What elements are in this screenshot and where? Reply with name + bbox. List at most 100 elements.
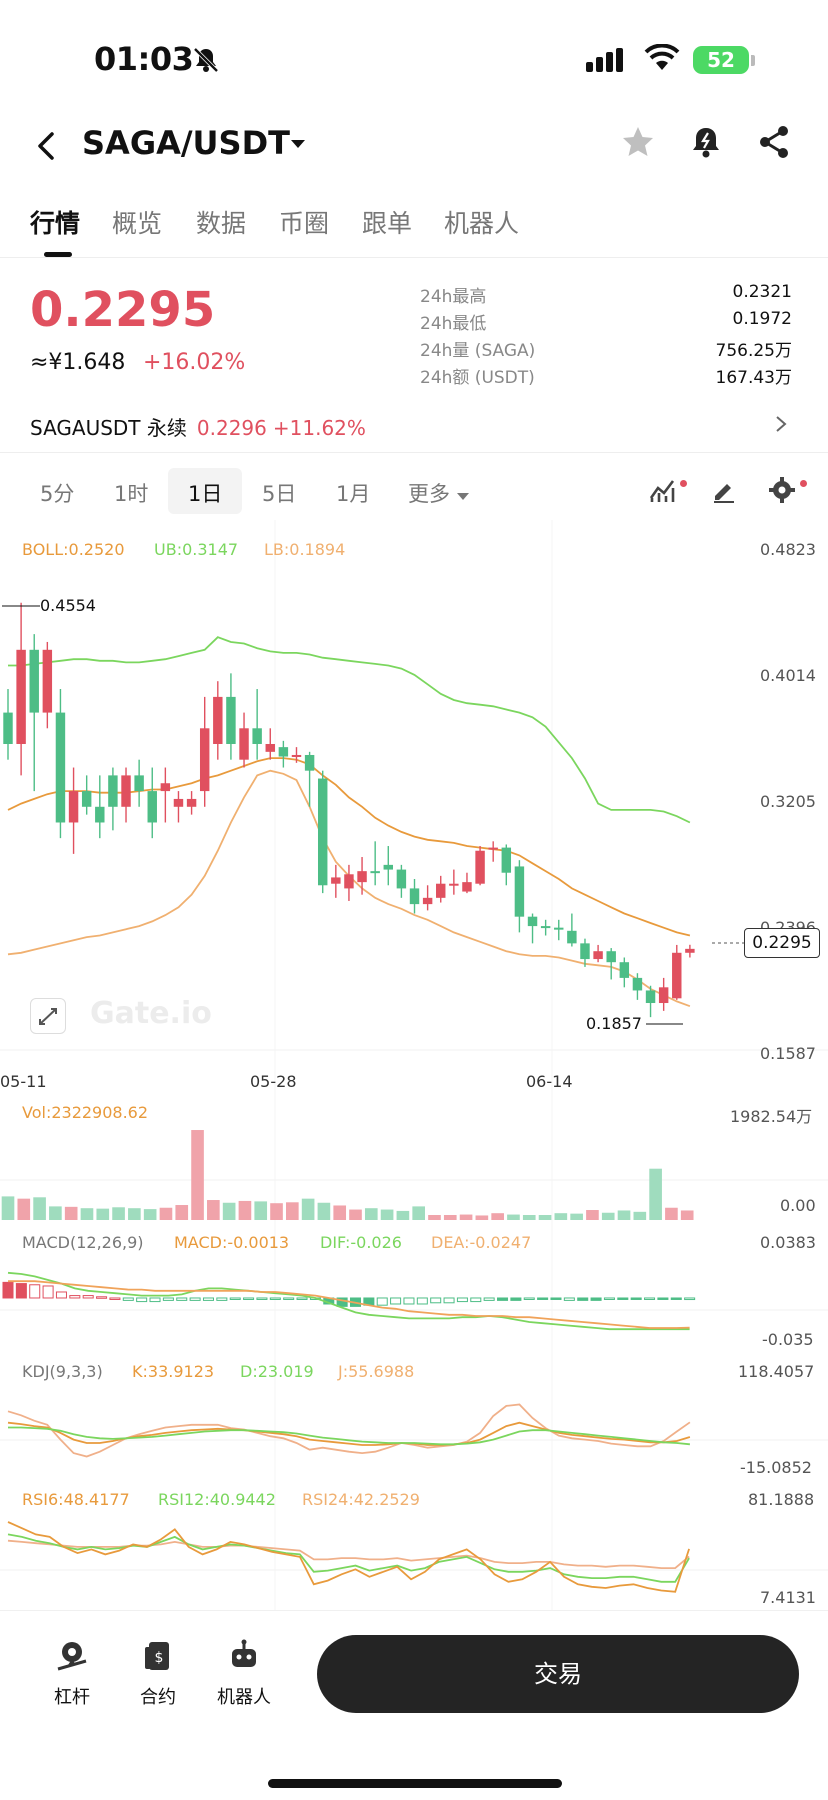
candle-body <box>672 952 682 999</box>
candle-body <box>449 883 459 886</box>
bot-button[interactable]: 机器人 <box>204 1639 284 1709</box>
candle-body <box>370 871 380 874</box>
volume-bar <box>364 1208 378 1220</box>
trade-button[interactable]: 交易 <box>317 1635 799 1713</box>
futures-icon: $ <box>145 1642 169 1670</box>
settings-gear-icon[interactable] <box>768 476 796 504</box>
candle-body <box>593 951 603 960</box>
boll-ub-label: UB:0.3147 <box>154 540 239 559</box>
bottom-action-bar: 杠杆 $ 合约 机器人 交易 <box>0 1610 828 1800</box>
back-icon[interactable] <box>28 126 68 166</box>
interval-1h[interactable]: 1时 <box>114 482 149 506</box>
tab-market[interactable]: 行情 <box>30 209 81 238</box>
candle-body <box>199 728 210 792</box>
tab-data[interactable]: 数据 <box>196 209 247 238</box>
volume-bar <box>522 1215 536 1220</box>
candle-body <box>462 882 472 892</box>
boll-lb-label: LB:0.1894 <box>264 540 346 559</box>
macd-histogram-bar <box>29 1284 41 1299</box>
price-alert-icon[interactable] <box>689 124 723 160</box>
perpetual-price: 0.2296 <box>196 416 267 440</box>
candle-body <box>514 866 525 917</box>
interval-1mo[interactable]: 1月 <box>336 482 371 506</box>
volume-bar <box>17 1198 31 1220</box>
macd-histogram-bar <box>390 1297 402 1305</box>
candle-body <box>344 874 354 889</box>
candle-body <box>580 943 590 960</box>
interval-more[interactable]: 更多 <box>408 478 469 508</box>
volume-bar <box>570 1213 583 1220</box>
share-icon[interactable] <box>757 124 791 160</box>
tab-copy-trading[interactable]: 跟单 <box>362 209 413 238</box>
chevron-right-icon[interactable] <box>774 414 788 434</box>
candle-body <box>291 754 302 757</box>
rsi-min: 7.4131 <box>760 1588 816 1607</box>
interval-more-label: 更多 <box>408 482 450 506</box>
candle-body <box>265 743 275 752</box>
volume-bar <box>333 1205 347 1220</box>
watermark-logo: Gate.io <box>90 996 212 1031</box>
caret-down-icon[interactable] <box>290 138 306 150</box>
macd-histogram-bar <box>216 1297 228 1301</box>
main-tabs: 行情 概览 数据 币圈 跟单 机器人 <box>0 200 828 258</box>
interval-1d[interactable]: 1日 <box>188 482 223 506</box>
tab-community[interactable]: 币圈 <box>279 209 330 238</box>
macd-histogram-bar <box>55 1291 67 1299</box>
candle-body <box>81 791 92 807</box>
active-tab-indicator <box>44 252 72 257</box>
margin-button[interactable]: 杠杆 <box>32 1639 112 1709</box>
macd-histogram-bar <box>670 1297 682 1300</box>
draw-pen-icon[interactable] <box>710 476 738 504</box>
macd-histogram-bar <box>684 1297 696 1301</box>
volume-bar <box>96 1208 110 1220</box>
battery-indicator: 52 <box>693 46 749 74</box>
interval-bar: 5分 1时 1日 5日 1月 更多 <box>0 466 828 516</box>
expand-icon <box>39 1008 57 1025</box>
price-cny: ≈¥1.648 <box>30 350 126 375</box>
volume-bar <box>49 1206 62 1220</box>
macd-histogram-bar <box>563 1297 575 1301</box>
volume-bar <box>601 1212 615 1220</box>
macd-histogram-bar <box>376 1297 388 1306</box>
stat-label: 24h最高 <box>420 287 487 307</box>
volume-bar <box>270 1203 283 1220</box>
candle-body <box>121 775 131 807</box>
tab-overview[interactable]: 概览 <box>112 209 163 238</box>
interval-5d[interactable]: 5日 <box>262 482 297 506</box>
kline-chart-canvas[interactable] <box>0 520 828 1610</box>
candle-body <box>252 728 262 744</box>
bot-label: 机器人 <box>217 1687 271 1708</box>
status-bar: 01:03 52 <box>0 0 828 110</box>
stat-turnover: 24h额 (USDT) 167.43万 <box>420 363 792 390</box>
y-axis-tick: 0.4823 <box>760 540 816 559</box>
last-price-tag: 0.2295 <box>744 928 820 958</box>
indicator-icon[interactable] <box>648 476 678 504</box>
candle-body <box>475 850 485 884</box>
candle-body <box>436 883 446 898</box>
macd-histogram-bar <box>590 1297 602 1301</box>
futures-button[interactable]: $ 合约 <box>118 1639 198 1709</box>
kdj-k: K:33.9123 <box>132 1362 215 1381</box>
volume-bar <box>586 1210 599 1220</box>
fullscreen-button[interactable] <box>30 998 66 1034</box>
interval-5m[interactable]: 5分 <box>40 482 75 506</box>
macd-histogram-bar <box>69 1295 81 1299</box>
candle-body <box>409 888 420 905</box>
volume-bar <box>143 1209 157 1220</box>
tab-bot[interactable]: 机器人 <box>444 209 520 238</box>
rsi24-line <box>7 1539 690 1569</box>
macd-histogram-bar <box>603 1297 615 1300</box>
stat-volume: 24h量 (SAGA) 756.25万 <box>420 336 792 363</box>
candle-body <box>331 877 341 884</box>
macd-histogram-bar <box>189 1297 201 1301</box>
perpetual-change: +11.62% <box>272 416 366 440</box>
star-icon[interactable] <box>620 124 656 160</box>
margin-icon <box>57 1642 87 1671</box>
volume-bar <box>207 1200 220 1220</box>
perpetual-link[interactable]: SAGAUSDT 永续 0.2296 +11.62% <box>30 412 366 441</box>
macd-histogram-bar <box>430 1297 442 1304</box>
candle-body <box>422 897 433 905</box>
pair-title[interactable]: SAGA/USDT <box>82 124 290 162</box>
stat-value: 0.2321 <box>732 282 792 302</box>
x-axis-date: 05-11 <box>0 1072 47 1091</box>
